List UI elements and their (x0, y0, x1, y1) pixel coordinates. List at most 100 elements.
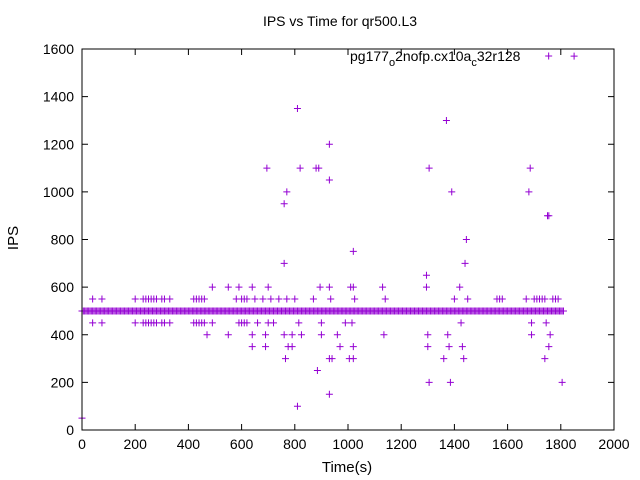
data-point (200, 295, 208, 303)
data-point (349, 247, 357, 255)
x-tick-label: 1200 (386, 436, 417, 452)
data-point (381, 295, 389, 303)
data-point (248, 343, 256, 351)
data-point (98, 295, 106, 303)
data-point (541, 295, 549, 303)
data-point (349, 343, 357, 351)
data-point (316, 283, 324, 291)
data-point (291, 295, 299, 303)
data-point (333, 331, 341, 339)
y-tick-label: 400 (51, 327, 75, 343)
data-point (542, 319, 550, 327)
x-axis-label: Time(s) (322, 459, 372, 476)
data-point (208, 283, 216, 291)
data-point (351, 295, 359, 303)
data-point (328, 355, 336, 363)
data-point (254, 319, 262, 327)
data-point (445, 343, 453, 351)
data-point (325, 140, 333, 148)
y-tick-label: 1200 (43, 136, 74, 152)
x-tick-label: 800 (283, 436, 307, 452)
data-point (461, 259, 469, 267)
data-point (131, 319, 139, 327)
data-point (444, 331, 452, 339)
data-point (462, 236, 470, 243)
data-point (349, 283, 357, 291)
data-point (541, 355, 549, 363)
data-point (262, 331, 270, 339)
data-point (442, 116, 450, 124)
y-tick-label: 600 (51, 279, 75, 295)
data-point (263, 164, 271, 172)
data-point (450, 295, 458, 303)
data-point (200, 319, 208, 327)
data-point (325, 176, 333, 184)
data-point (558, 378, 566, 386)
x-tick-label: 600 (230, 436, 254, 452)
data-point (424, 331, 432, 339)
x-tick-label: 400 (177, 436, 201, 452)
data-point (424, 343, 432, 351)
legend-entry: pg177o2nofp.cx10ac32r128 (350, 48, 521, 69)
plot-frame (81, 48, 615, 431)
data-point (280, 331, 288, 339)
data-point (379, 283, 387, 291)
data-point (425, 164, 433, 172)
data-point (275, 295, 283, 303)
data-point (283, 295, 291, 303)
data-point (380, 331, 388, 339)
data-point (288, 343, 296, 351)
data-point-baseline (559, 307, 567, 315)
data-point (440, 355, 448, 363)
data-point (570, 52, 578, 60)
data-point (224, 283, 232, 291)
data-point (203, 331, 211, 339)
x-tick-label: 200 (124, 436, 148, 452)
data-point (522, 295, 530, 303)
data-point (456, 283, 464, 291)
data-point (528, 319, 536, 327)
data-point (235, 283, 243, 291)
data-point (208, 319, 216, 327)
y-tick-label: 200 (51, 374, 75, 390)
data-point (248, 283, 256, 291)
data-point (458, 343, 466, 351)
data-point (457, 319, 465, 327)
data-point (259, 295, 267, 303)
data-point (422, 271, 430, 279)
data-point (349, 355, 357, 363)
x-tick-label: 1800 (545, 436, 576, 452)
y-tick-label: 800 (51, 232, 75, 248)
data-point (267, 295, 275, 303)
data-point (526, 164, 534, 172)
data-point (293, 402, 301, 410)
data-point (297, 331, 305, 339)
data-point (460, 355, 468, 363)
data-point (325, 283, 333, 291)
data-point (327, 295, 335, 303)
data-point (166, 319, 174, 327)
data-point (295, 319, 303, 327)
data-point (131, 295, 139, 303)
data-point (336, 343, 344, 351)
data-point (293, 105, 301, 113)
data-point (317, 331, 325, 339)
data-point (243, 295, 251, 303)
data-point (546, 331, 554, 339)
y-tick-label: 1400 (43, 89, 74, 105)
y-axis-ticks: 0 200 400 600 800 1000 1200 1400 1600 (43, 41, 614, 438)
data-point (288, 331, 296, 339)
data-point (317, 319, 325, 327)
y-tick-label: 1000 (43, 184, 74, 200)
data-point (528, 331, 536, 339)
x-tick-label: 1000 (332, 436, 363, 452)
chart-title: IPS vs Time for qr500.L3 (263, 13, 417, 29)
data-point (422, 283, 430, 291)
data-point (224, 331, 232, 339)
data-point (89, 295, 97, 303)
data-point (554, 295, 562, 303)
x-tick-label: 1400 (439, 436, 470, 452)
data-point (98, 319, 106, 327)
data-point (545, 212, 553, 220)
data-point (315, 164, 323, 172)
